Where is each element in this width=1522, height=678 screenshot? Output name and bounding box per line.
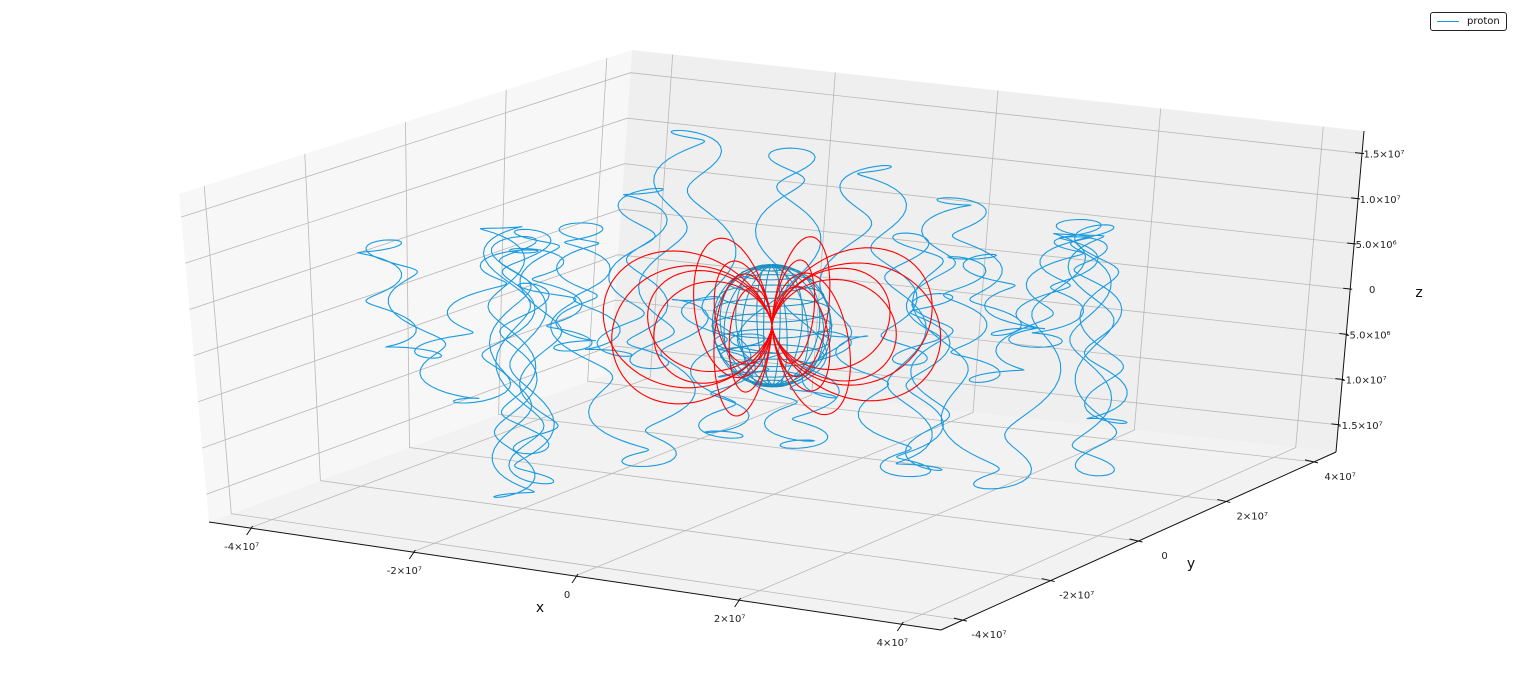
earth-longitude-line <box>771 264 821 387</box>
dipole-field-line <box>611 265 773 405</box>
proton-trajectory <box>356 129 1128 498</box>
z-axis-line <box>1335 130 1365 453</box>
earth-longitude-line <box>723 265 773 387</box>
z-tick <box>1335 378 1345 381</box>
earth-longitude-line <box>735 264 773 387</box>
earth-longitude-line <box>771 265 833 387</box>
earth-longitude-line <box>771 265 809 387</box>
x-gridline <box>412 72 836 553</box>
z-gridline <box>185 117 1359 264</box>
z-tick-label: 1.0×10⁷ <box>1360 195 1401 206</box>
y-gridline <box>304 153 1051 581</box>
dipole-field-line <box>713 260 773 365</box>
dipole-field-line <box>771 286 831 392</box>
z-tick-label: 1.5×10⁷ <box>1364 150 1405 161</box>
x-tick-label: -4×10⁷ <box>224 542 259 553</box>
legend-label-proton: proton <box>1467 16 1500 27</box>
y-gridline <box>203 185 963 621</box>
y-gridline <box>405 121 1139 542</box>
y-tick <box>1217 498 1231 503</box>
z-tick-label: -5.0×10⁶ <box>1346 330 1391 341</box>
z-tick <box>1331 423 1341 426</box>
z-gridline <box>180 72 1363 218</box>
y-tick-label: -4×10⁷ <box>971 630 1006 641</box>
z-axis-title: z <box>1415 285 1422 301</box>
dipole-field-line <box>771 247 933 386</box>
z-tick-label: 0 <box>1369 285 1375 296</box>
x-tick <box>896 621 904 632</box>
x-tick-label: 2×10⁷ <box>714 614 745 625</box>
field-lines <box>602 236 942 417</box>
grid-lines <box>180 54 1363 625</box>
y-gridline <box>498 89 1227 502</box>
left-pane <box>179 50 632 522</box>
trajectory-line <box>356 129 1128 498</box>
dipole-field-line <box>602 250 773 389</box>
y-tick-label: 2×10⁷ <box>1237 511 1268 522</box>
z-gridline <box>189 163 1355 310</box>
y-tick <box>1041 578 1055 583</box>
z-tick-label: -1.0×10⁷ <box>1342 376 1387 387</box>
y-tick <box>1304 459 1319 464</box>
z-gridline <box>197 254 1347 403</box>
axis-lines <box>208 130 1365 632</box>
legend-swatch-proton <box>1437 21 1459 22</box>
z-gridline <box>202 299 1343 449</box>
y-gridline <box>587 57 1315 463</box>
z-tick <box>1354 152 1365 155</box>
x-axis-title: x <box>536 600 544 616</box>
z-tick <box>1343 287 1353 290</box>
dipole-field-line <box>771 272 851 416</box>
y-tick <box>1129 538 1143 543</box>
z-tick <box>1339 332 1349 335</box>
z-tick <box>1347 242 1357 245</box>
earth-longitude-line <box>763 265 774 388</box>
dipole-field-line <box>728 287 773 393</box>
y-tick-label: 0 <box>1161 551 1167 562</box>
y-tick <box>953 617 968 622</box>
y-axis-title: y <box>1187 556 1195 572</box>
x-tick <box>734 597 742 608</box>
x-axis-line <box>208 521 942 631</box>
legend: proton <box>1430 12 1507 31</box>
z-tick-label: 5.0×10⁶ <box>1356 240 1397 251</box>
x-tick <box>571 573 579 584</box>
x-tick <box>408 549 416 560</box>
x-gridline <box>737 108 1162 601</box>
earth-sphere <box>711 263 833 388</box>
x-gridline <box>900 126 1324 625</box>
z-tick-label: -1.5×10⁷ <box>1338 421 1383 432</box>
dipole-field-line <box>771 279 897 382</box>
y-tick-label: -2×10⁷ <box>1059 591 1094 602</box>
dipole-field-line <box>771 262 942 402</box>
dipole-field-line <box>693 237 773 379</box>
x-tick-label: 4×10⁷ <box>877 638 908 649</box>
axis-panes <box>179 50 1364 630</box>
y-tick-label: 4×10⁷ <box>1324 472 1355 483</box>
dipole-field-line <box>713 273 773 417</box>
x-tick-label: 0 <box>564 590 570 601</box>
dipole-field-line <box>647 270 773 373</box>
earth-longitude-line <box>770 265 788 388</box>
x-gridline <box>574 90 999 577</box>
z-tick <box>1351 197 1361 200</box>
earth-longitude-line <box>713 265 773 387</box>
x-tick <box>246 525 254 536</box>
x-tick-label: -2×10⁷ <box>387 566 422 577</box>
tick-labels: -4×10⁷ -2×10⁷ 0 2×10⁷ 4×10⁷ -4×10⁷ -2×10⁷ 0 2×10… <box>224 150 1404 649</box>
